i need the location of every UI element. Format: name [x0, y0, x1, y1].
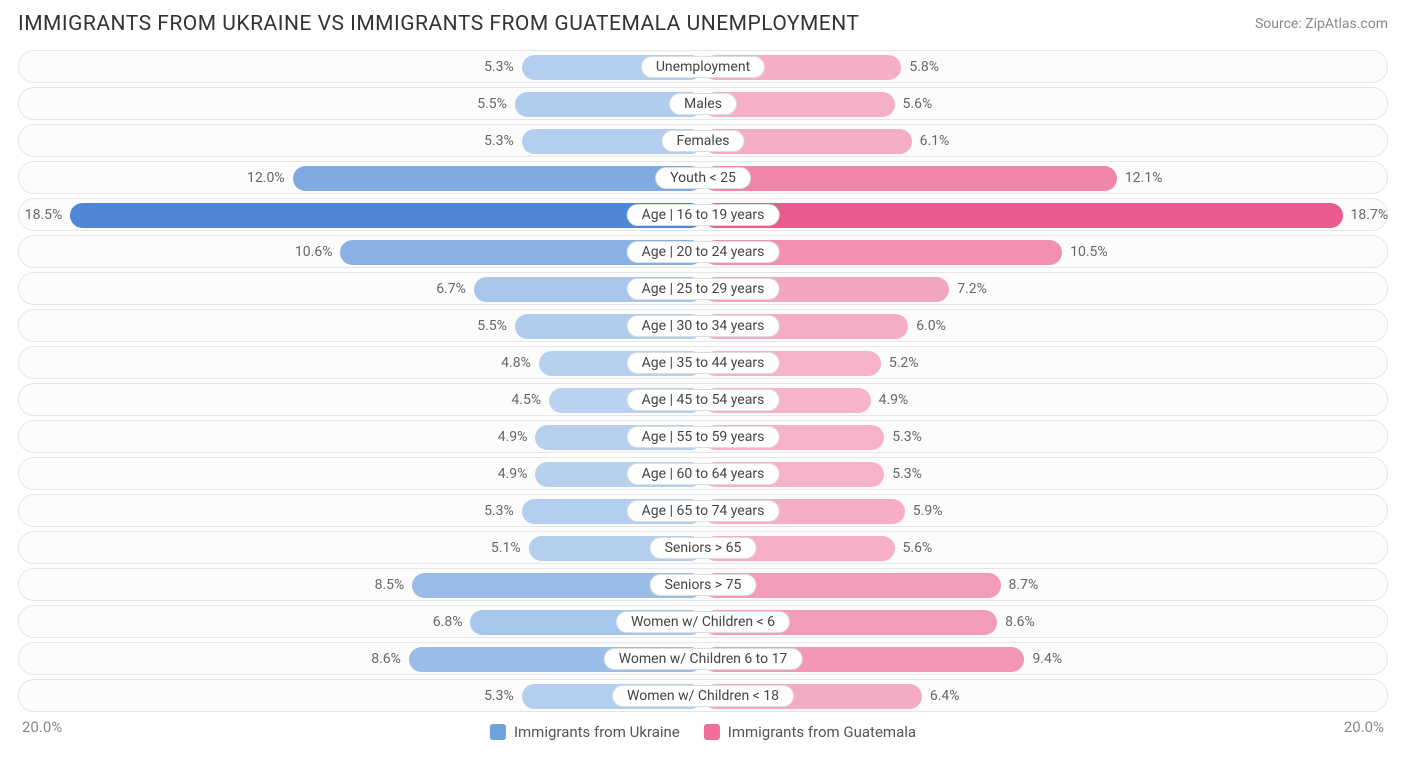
- legend: Immigrants from Ukraine Immigrants from …: [490, 723, 916, 741]
- chart-row: 6.8% 8.6% Women w/ Children < 6: [18, 605, 1388, 638]
- category-label: Age | 20 to 24 years: [627, 241, 780, 263]
- legend-swatch-left: [490, 724, 506, 740]
- legend-label-right: Immigrants from Guatemala: [728, 723, 916, 741]
- chart-row: 8.5% 8.7% Seniors > 75: [18, 568, 1388, 601]
- chart-row: 5.5% 6.0% Age | 30 to 34 years: [18, 309, 1388, 342]
- chart-row: 4.9% 5.3% Age | 55 to 59 years: [18, 420, 1388, 453]
- value-label-left: 8.6%: [371, 651, 401, 667]
- value-label-right: 5.3%: [892, 466, 922, 482]
- category-label: Women w/ Children < 18: [612, 685, 794, 707]
- bar-left: [70, 203, 703, 228]
- value-label-left: 5.3%: [484, 133, 514, 149]
- value-label-right: 9.4%: [1032, 651, 1062, 667]
- value-label-left: 5.3%: [484, 503, 514, 519]
- category-label: Seniors > 65: [650, 537, 757, 559]
- value-label-left: 5.5%: [477, 318, 507, 334]
- legend-label-left: Immigrants from Ukraine: [514, 723, 680, 741]
- bar-left: [293, 166, 703, 191]
- value-label-left: 4.8%: [501, 355, 531, 371]
- category-label: Age | 65 to 74 years: [627, 500, 780, 522]
- value-label-right: 18.7%: [1351, 207, 1389, 223]
- value-label-right: 6.1%: [920, 133, 950, 149]
- chart-row: 8.6% 9.4% Women w/ Children 6 to 17: [18, 642, 1388, 675]
- category-label: Women w/ Children < 6: [616, 611, 790, 633]
- category-label: Age | 35 to 44 years: [627, 352, 780, 374]
- legend-item-right: Immigrants from Guatemala: [704, 723, 916, 741]
- category-label: Seniors > 75: [650, 574, 757, 596]
- chart-row: 5.5% 5.6% Males: [18, 87, 1388, 120]
- category-label: Age | 45 to 54 years: [627, 389, 780, 411]
- value-label-right: 5.9%: [913, 503, 943, 519]
- value-label-right: 5.3%: [892, 429, 922, 445]
- category-label: Age | 25 to 29 years: [627, 278, 780, 300]
- value-label-left: 5.5%: [477, 96, 507, 112]
- chart-row: 4.8% 5.2% Age | 35 to 44 years: [18, 346, 1388, 379]
- value-label-left: 5.3%: [484, 59, 514, 75]
- chart-area: 5.3% 5.8% Unemployment 5.5% 5.6% Males 5.3% 6.1…: [18, 50, 1388, 712]
- category-label: Youth < 25: [655, 167, 751, 189]
- chart-row: 5.3% 5.8% Unemployment: [18, 50, 1388, 83]
- bar-right: [703, 166, 1117, 191]
- value-label-left: 8.5%: [375, 577, 405, 593]
- chart-header: IMMIGRANTS FROM UKRAINE VS IMMIGRANTS FR…: [18, 12, 1388, 36]
- value-label-left: 4.9%: [498, 429, 528, 445]
- value-label-right: 5.6%: [903, 540, 933, 556]
- axis-left-max: 20.0%: [22, 718, 62, 736]
- value-label-right: 8.6%: [1005, 614, 1035, 630]
- chart-row: 6.7% 7.2% Age | 25 to 29 years: [18, 272, 1388, 305]
- value-label-right: 12.1%: [1125, 170, 1163, 186]
- bar-right: [703, 203, 1343, 228]
- category-label: Males: [669, 93, 737, 115]
- value-label-left: 6.8%: [433, 614, 463, 630]
- category-label: Females: [662, 130, 745, 152]
- category-label: Age | 60 to 64 years: [627, 463, 780, 485]
- chart-title: IMMIGRANTS FROM UKRAINE VS IMMIGRANTS FR…: [18, 12, 859, 36]
- value-label-right: 5.8%: [909, 59, 939, 75]
- legend-item-left: Immigrants from Ukraine: [490, 723, 680, 741]
- value-label-right: 5.6%: [903, 96, 933, 112]
- category-label: Age | 30 to 34 years: [627, 315, 780, 337]
- value-label-left: 4.5%: [511, 392, 541, 408]
- value-label-left: 12.0%: [247, 170, 285, 186]
- value-label-right: 6.0%: [916, 318, 946, 334]
- chart-row: 5.3% 5.9% Age | 65 to 74 years: [18, 494, 1388, 527]
- value-label-left: 5.3%: [484, 688, 514, 704]
- value-label-right: 4.9%: [879, 392, 909, 408]
- value-label-right: 6.4%: [930, 688, 960, 704]
- chart-row: 18.5% 18.7% Age | 16 to 19 years: [18, 198, 1388, 231]
- chart-row: 4.5% 4.9% Age | 45 to 54 years: [18, 383, 1388, 416]
- chart-row: 12.0% 12.1% Youth < 25: [18, 161, 1388, 194]
- chart-row: 5.3% 6.1% Females: [18, 124, 1388, 157]
- value-label-left: 10.6%: [295, 244, 333, 260]
- value-label-left: 18.5%: [25, 207, 63, 223]
- chart-row: 4.9% 5.3% Age | 60 to 64 years: [18, 457, 1388, 490]
- value-label-right: 7.2%: [957, 281, 987, 297]
- chart-row: 5.1% 5.6% Seniors > 65: [18, 531, 1388, 564]
- value-label-left: 4.9%: [498, 466, 528, 482]
- category-label: Women w/ Children 6 to 17: [604, 648, 803, 670]
- legend-swatch-right: [704, 724, 720, 740]
- category-label: Age | 55 to 59 years: [627, 426, 780, 448]
- value-label-left: 6.7%: [436, 281, 466, 297]
- chart-row: 5.3% 6.4% Women w/ Children < 18: [18, 679, 1388, 712]
- value-label-left: 5.1%: [491, 540, 521, 556]
- chart-row: 10.6% 10.5% Age | 20 to 24 years: [18, 235, 1388, 268]
- value-label-right: 8.7%: [1009, 577, 1039, 593]
- axis-right-max: 20.0%: [1344, 718, 1384, 736]
- value-label-right: 10.5%: [1070, 244, 1108, 260]
- category-label: Age | 16 to 19 years: [627, 204, 780, 226]
- category-label: Unemployment: [641, 56, 765, 78]
- chart-source: Source: ZipAtlas.com: [1255, 16, 1388, 32]
- value-label-right: 5.2%: [889, 355, 919, 371]
